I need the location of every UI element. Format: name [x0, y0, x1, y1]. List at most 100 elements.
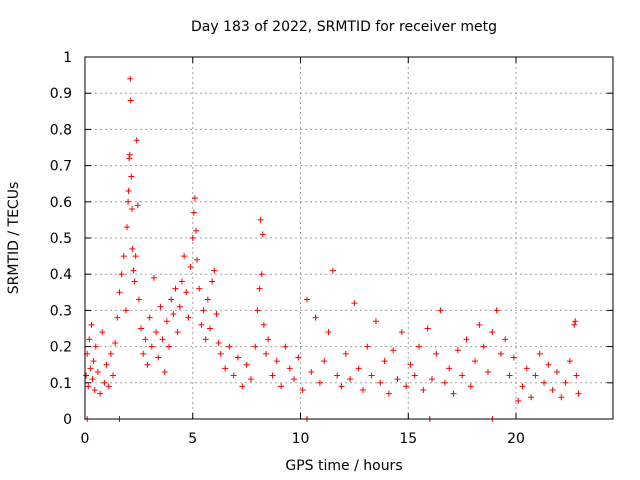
data-point	[217, 350, 224, 357]
y-tick-label: 0.5	[50, 231, 72, 247]
x-axis-label: GPS time / hours	[285, 458, 402, 474]
data-point	[553, 368, 560, 375]
data-point	[377, 379, 384, 386]
y-tick-label: 0.6	[50, 195, 72, 211]
data-point	[222, 365, 229, 372]
data-point	[89, 376, 96, 383]
data-point	[263, 350, 270, 357]
data-point	[364, 343, 371, 350]
x-tick-label: 20	[507, 431, 525, 447]
data-point	[191, 195, 198, 202]
data-point	[545, 361, 552, 368]
data-point	[394, 376, 401, 383]
data-point	[130, 267, 137, 274]
data-point	[536, 350, 543, 357]
data-point	[116, 289, 123, 296]
data-point	[523, 365, 530, 372]
data-point	[170, 311, 177, 318]
data-point	[178, 278, 185, 285]
data-point	[114, 314, 121, 321]
data-point	[97, 390, 104, 397]
data-point	[192, 227, 199, 234]
data-point	[259, 231, 266, 238]
data-point	[133, 137, 140, 144]
data-point	[239, 383, 246, 390]
data-point	[329, 267, 336, 274]
data-point	[252, 343, 259, 350]
y-tick-label: 0	[63, 412, 72, 428]
data-point	[273, 358, 280, 365]
data-point	[390, 347, 397, 354]
data-point	[493, 307, 500, 314]
data-point	[226, 343, 233, 350]
x-tick-label: 10	[292, 431, 310, 447]
data-point	[90, 358, 97, 365]
tick-labels: 00.10.20.30.40.50.60.70.80.910 5 10 15 20	[50, 50, 525, 447]
data-point	[258, 271, 265, 278]
data-point	[85, 383, 92, 390]
data-point	[489, 329, 496, 336]
data-point	[127, 75, 134, 82]
y-tick-label: 0.8	[50, 122, 72, 138]
data-point	[385, 390, 392, 397]
data-point	[176, 303, 183, 310]
data-point	[230, 372, 237, 379]
data-point	[506, 372, 513, 379]
data-point	[472, 358, 479, 365]
data-point	[131, 278, 138, 285]
data-point	[433, 350, 440, 357]
data-point	[134, 202, 141, 209]
data-point	[467, 383, 474, 390]
data-point	[99, 329, 106, 336]
data-point	[278, 383, 285, 390]
axis-ticks	[84, 56, 613, 420]
data-point	[575, 390, 582, 397]
data-point	[128, 206, 135, 213]
data-point	[153, 329, 160, 336]
data-point	[571, 321, 578, 328]
data-point	[129, 245, 136, 252]
data-point	[157, 303, 164, 310]
data-point	[118, 271, 125, 278]
data-point	[480, 343, 487, 350]
data-point	[161, 368, 168, 375]
data-point	[183, 289, 190, 296]
x-tick-label: 5	[188, 431, 197, 447]
data-point	[316, 379, 323, 386]
data-point	[347, 376, 354, 383]
data-point	[190, 209, 197, 216]
data-point	[202, 336, 209, 343]
data-point	[122, 307, 129, 314]
data-point	[174, 329, 181, 336]
data-point	[124, 224, 131, 231]
data-point	[243, 361, 250, 368]
data-point	[110, 372, 117, 379]
data-point	[235, 354, 242, 361]
chart-title: Day 183 of 2022, SRMTID for receiver met…	[191, 19, 497, 35]
data-point	[446, 365, 453, 372]
data-point	[291, 376, 298, 383]
data-point	[86, 336, 93, 343]
data-point	[528, 394, 535, 401]
data-point	[485, 368, 492, 375]
data-point	[450, 390, 457, 397]
data-point	[355, 365, 362, 372]
data-point	[146, 314, 153, 321]
data-point	[454, 347, 461, 354]
data-points	[83, 75, 582, 422]
data-point	[407, 361, 414, 368]
data-point	[416, 343, 423, 350]
data-point	[286, 365, 293, 372]
y-tick-label: 0.7	[50, 159, 72, 175]
data-point	[572, 318, 579, 325]
data-point	[437, 307, 444, 314]
data-point	[334, 372, 341, 379]
y-tick-label: 0.3	[50, 303, 72, 319]
data-point	[125, 187, 132, 194]
data-point	[196, 285, 203, 292]
data-point	[189, 235, 196, 241]
data-point	[321, 358, 328, 365]
data-point	[127, 97, 134, 104]
